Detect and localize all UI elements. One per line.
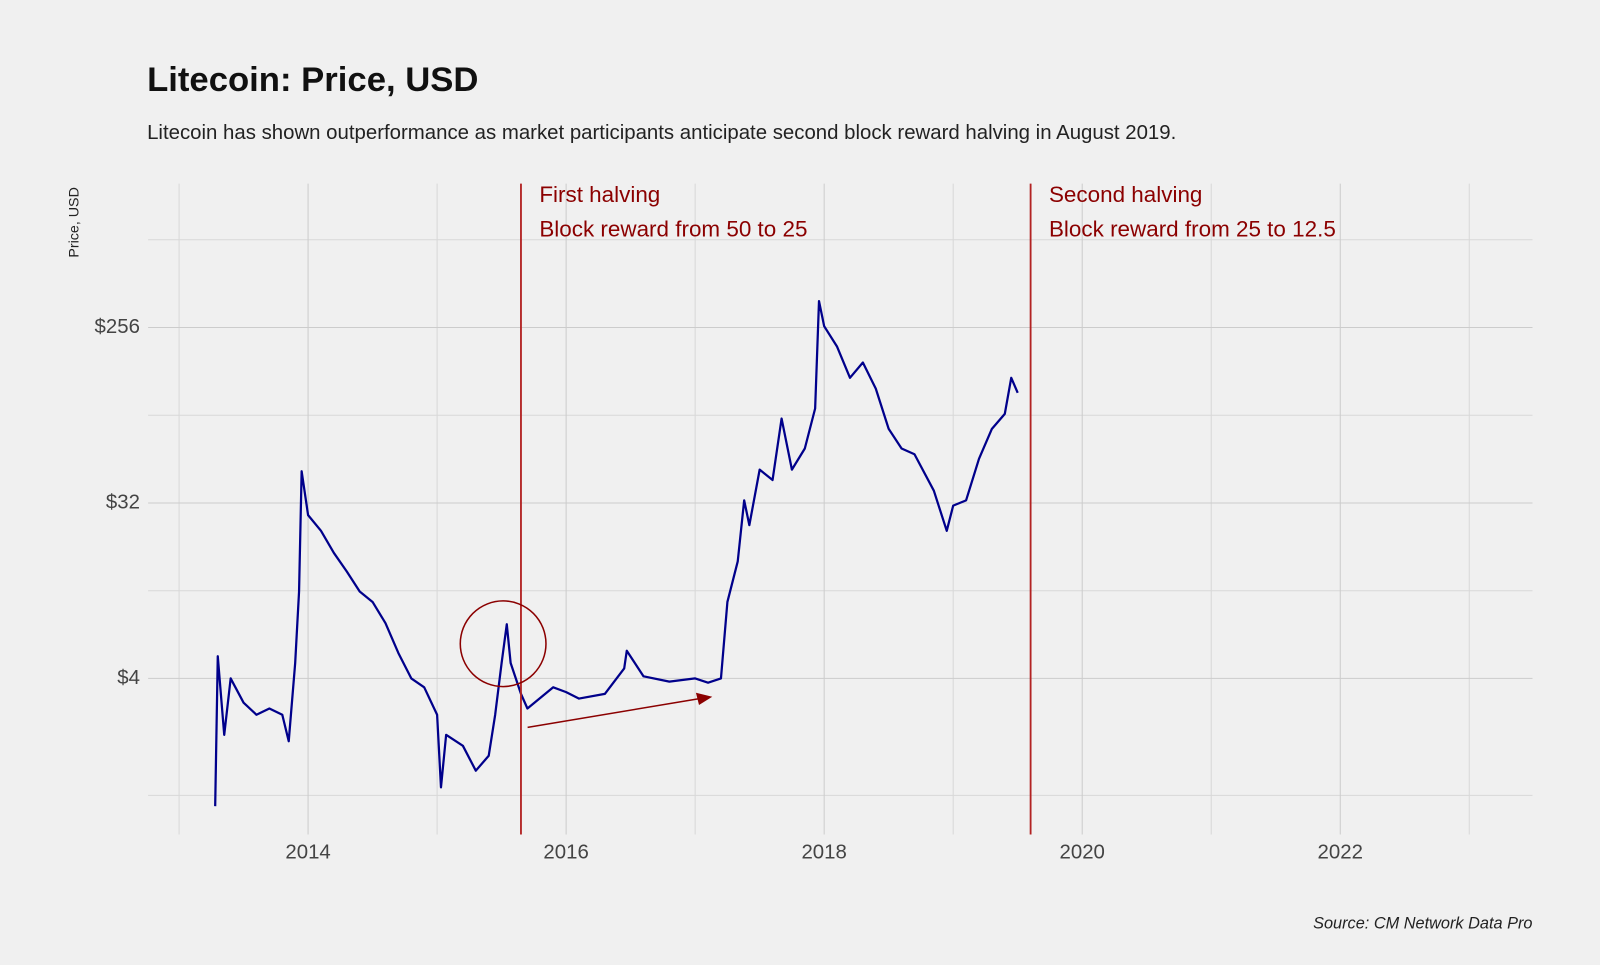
chart-title: Litecoin: Price, USD	[147, 61, 478, 99]
highlight-circle	[459, 600, 547, 688]
x-tick-label: 2018	[801, 841, 846, 863]
y-axis-title: Price, USD	[66, 187, 82, 258]
halving-label: Block reward from 25 to 12.5	[1049, 216, 1336, 241]
price-line	[214, 299, 1019, 807]
halving-label: First halving	[539, 182, 660, 207]
x-tick-label: 2022	[1318, 841, 1363, 863]
y-tick-label: $256	[95, 316, 140, 338]
plot: First halving Block reward from 50 to 25 S…	[214, 182, 1336, 835]
chart-subtitle: Litecoin has shown outperformance as mar…	[147, 122, 1176, 144]
grid: $4 $32 $256 2014 2016 2018 2020 2022	[95, 183, 1533, 863]
x-tick-label: 2016	[543, 841, 588, 863]
x-tick-label: 2020	[1060, 841, 1105, 863]
halving-label: Second halving	[1049, 182, 1202, 207]
x-tick-label: 2014	[285, 841, 330, 863]
trend-arrow	[527, 698, 699, 729]
y-tick-label: $4	[117, 667, 140, 689]
source-note: Source: CM Network Data Pro	[1313, 915, 1532, 933]
arrow-head	[695, 692, 713, 705]
halving-label: Block reward from 50 to 25	[539, 216, 807, 241]
y-tick-label: $32	[106, 491, 140, 513]
